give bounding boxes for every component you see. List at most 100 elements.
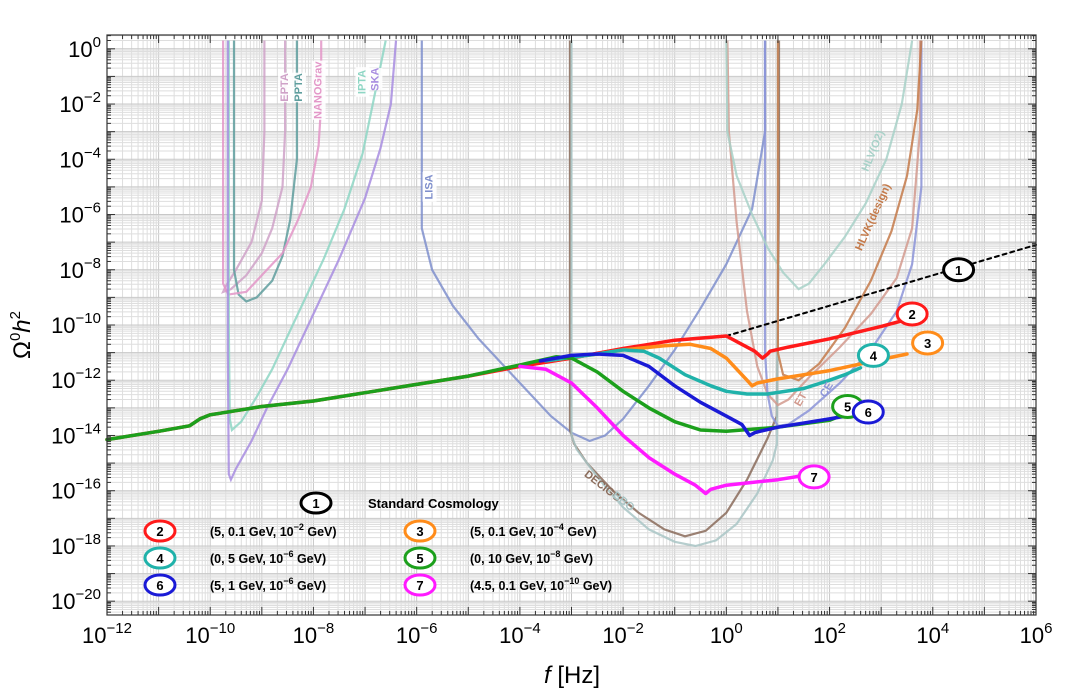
series-marker-label-1: 1 xyxy=(955,263,962,278)
x-tick-label: 10−4 xyxy=(499,620,541,648)
legend-label-exponent: −6 xyxy=(283,549,293,559)
y-tick-exponent: −16 xyxy=(76,476,101,493)
x-tick-base: 10 xyxy=(396,623,420,648)
y-tick-exponent: 0 xyxy=(93,34,101,51)
legend-marker-6 xyxy=(143,573,177,597)
legend: 1 Standard Cosmology 2 (5, 0.1 GeV, 10−2 Ge… xyxy=(143,491,612,597)
series-line-4 xyxy=(543,348,863,396)
x-tick-exponent: −12 xyxy=(107,620,132,637)
x-tick-base: 10 xyxy=(1020,623,1044,648)
series-marker-label-6: 6 xyxy=(865,405,872,420)
x-tick-base: 10 xyxy=(710,623,734,648)
curve-label-epta: EPTA xyxy=(279,73,291,102)
legend-marker-label-1: 1 xyxy=(312,496,319,511)
series-marker-label-7: 7 xyxy=(810,470,817,485)
sensitivity-curve-et xyxy=(726,40,921,407)
x-axis-label: f [Hz] xyxy=(544,662,600,688)
legend-marker-label-6: 6 xyxy=(156,578,163,593)
legend-marker-7 xyxy=(403,573,437,597)
legend-marker-3 xyxy=(403,519,437,543)
sensitivity-curve-ska xyxy=(226,40,398,483)
legend-label-tail: GeV) xyxy=(564,525,597,539)
x-tick-base: 10 xyxy=(185,623,209,648)
x-tick-exponent: −10 xyxy=(210,620,235,637)
series-line-5 xyxy=(105,355,842,442)
y-tick-exponent: −18 xyxy=(76,531,101,548)
legend-label-tail: GeV) xyxy=(579,579,612,593)
curve-label-bg xyxy=(311,60,326,120)
curve-label-nanograv: NANOGrav xyxy=(313,61,325,119)
y-tick-label: 10−18 xyxy=(51,531,101,559)
legend-marker-5 xyxy=(403,546,437,570)
legend-label-text: (5, 1 GeV, 10 xyxy=(210,579,283,593)
x-tick-label: 106 xyxy=(1020,620,1053,648)
x-tick-exponent: 6 xyxy=(1044,620,1052,637)
sensitivity-curve-hlv-o2- xyxy=(725,40,914,291)
legend-label-text: (0, 10 GeV, 10 xyxy=(470,552,550,566)
x-tick-label: 10−6 xyxy=(396,620,438,648)
legend-label-text: (5, 0.1 GeV, 10 xyxy=(210,525,294,539)
legend-marker-label-2: 2 xyxy=(156,524,163,539)
sensitivity-curve-bbo xyxy=(570,40,779,548)
y-axis-h: h xyxy=(9,319,36,332)
y-tick-base: 10 xyxy=(59,203,83,228)
x-tick-exponent: −8 xyxy=(317,620,334,637)
legend-label-4: (0, 5 GeV, 10−6 GeV) xyxy=(210,549,326,566)
y-tick-exponent: −14 xyxy=(76,420,101,437)
legend-label-2: (5, 0.1 GeV, 10−2 GeV) xyxy=(210,522,337,539)
y-axis-omega: Ω xyxy=(9,341,36,359)
series-marker-7 xyxy=(797,464,831,490)
y-tick-label: 10−10 xyxy=(51,310,101,338)
legend-label-exponent: −6 xyxy=(283,576,293,586)
x-tick-base: 10 xyxy=(82,623,106,648)
legend-marker-4 xyxy=(143,546,177,570)
axis-ticks: 10−12 10−10 10−8 10−6 10−4 10−2 100 102 104 10610… xyxy=(51,34,1052,648)
x-tick-base: 10 xyxy=(916,623,940,648)
y-tick-exponent: −8 xyxy=(84,255,101,272)
x-tick-exponent: −4 xyxy=(524,620,541,637)
x-axis-symbol: f xyxy=(544,662,553,688)
sensitivity-curves xyxy=(220,40,923,548)
curve-label-ska: SKA xyxy=(369,68,381,91)
y-tick-label: 100 xyxy=(68,34,101,62)
y-tick-exponent: −2 xyxy=(84,89,101,106)
x-tick-label: 104 xyxy=(916,620,949,648)
x-tick-exponent: 4 xyxy=(941,620,949,637)
y-tick-base: 10 xyxy=(51,479,75,504)
legend-label-standard-cosmology: Standard Cosmology xyxy=(368,496,500,511)
x-tick-exponent: 0 xyxy=(734,620,742,637)
y-tick-base: 10 xyxy=(51,589,75,614)
y-tick-label: 10−20 xyxy=(51,586,101,614)
x-axis-unit: [Hz] xyxy=(551,662,600,688)
legend-marker-2 xyxy=(143,519,177,543)
series-line-6 xyxy=(538,352,855,438)
legend-label-exponent: −2 xyxy=(294,522,304,532)
series-marker-6 xyxy=(851,399,885,425)
sensitivity-curve-ipta xyxy=(227,40,387,433)
y-tick-base: 10 xyxy=(51,313,75,338)
legend-label-exponent: −4 xyxy=(554,522,564,532)
x-tick-base: 10 xyxy=(293,623,317,648)
x-tick-label: 10−2 xyxy=(602,620,644,648)
series-marker-2 xyxy=(895,301,929,327)
legend-label-tail: GeV) xyxy=(304,525,337,539)
x-tick-base: 10 xyxy=(499,623,523,648)
curve-label-bg xyxy=(278,72,293,103)
y-tick-exponent: −20 xyxy=(76,586,101,603)
curve-label-bg xyxy=(291,72,306,103)
y-tick-label: 10−6 xyxy=(59,200,101,228)
sensitivity-curve-nanograv xyxy=(222,40,323,296)
y-tick-base: 10 xyxy=(51,423,75,448)
model-series xyxy=(105,243,1037,496)
legend-label-tail: GeV) xyxy=(293,579,326,593)
curve-label-bg xyxy=(368,68,383,91)
series-marker-1 xyxy=(942,257,976,283)
legend-marker-label-4: 4 xyxy=(156,551,164,566)
legend-label-5: (0, 10 GeV, 10−8 GeV) xyxy=(470,549,593,566)
x-tick-exponent: −2 xyxy=(627,620,644,637)
y-tick-label: 10−16 xyxy=(51,476,101,504)
series-marker-label-3: 3 xyxy=(924,336,931,351)
y-tick-base: 10 xyxy=(51,368,75,393)
y-tick-base: 10 xyxy=(51,534,75,559)
